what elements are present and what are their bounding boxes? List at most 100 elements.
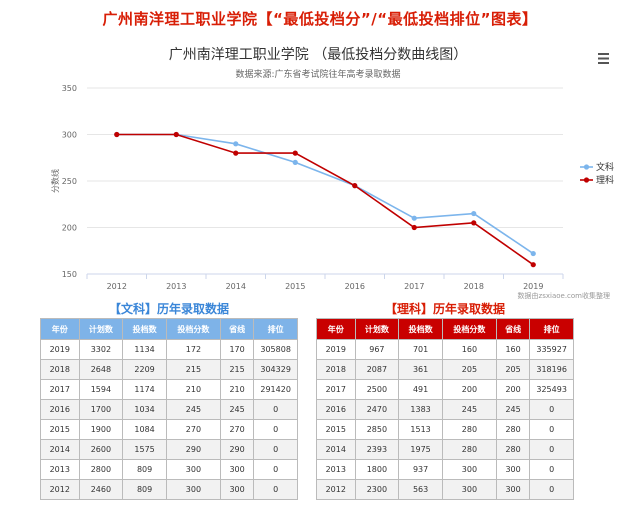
x-tick-label: 2019 bbox=[523, 282, 543, 291]
table-cell: 205 bbox=[441, 359, 497, 380]
column-header: 排位 bbox=[529, 318, 574, 340]
like-table-caption: 【理科】历年录取数据 bbox=[384, 302, 505, 316]
y-axis-title: 分数线 bbox=[50, 169, 60, 193]
table-cell: 1800 bbox=[354, 459, 400, 480]
y-tick-label: 300 bbox=[62, 131, 77, 140]
y-tick-label: 200 bbox=[62, 224, 77, 233]
data-point[interactable] bbox=[411, 224, 417, 231]
table-cell: 300 bbox=[165, 459, 221, 480]
chart-title: 广州南洋理工职业学院 （最低投档分数曲线图） bbox=[169, 47, 467, 63]
table-cell: 170 bbox=[219, 339, 255, 360]
table-cell: 967 bbox=[354, 339, 400, 360]
table-cell: 0 bbox=[253, 439, 298, 460]
hamburger-menu-icon[interactable] bbox=[597, 52, 611, 66]
table-cell: 300 bbox=[441, 479, 497, 500]
data-point[interactable] bbox=[530, 262, 536, 268]
column-header: 计划数 bbox=[78, 318, 124, 340]
table-row: 2018 2648 2209 215 215 304329 bbox=[40, 359, 298, 380]
column-header: 投档分数 bbox=[165, 318, 221, 340]
x-tick-label: 2018 bbox=[464, 282, 484, 291]
table-row: 2019 3302 1134 172 170 305808 bbox=[40, 339, 298, 360]
like-table-section: 【理科】历年录取数据 年份 计划数 投档数 投档分数 省线 排位 2019 967 701 16… bbox=[316, 300, 574, 500]
data-point[interactable] bbox=[411, 215, 417, 221]
page-title: 广州南洋理工职业学院【“最低投档分”/“最低投档排位”图表】 bbox=[102, 10, 538, 28]
x-tick-label: 2015 bbox=[285, 282, 305, 291]
table-cell: 2013 bbox=[316, 459, 356, 480]
data-point[interactable] bbox=[292, 159, 298, 165]
table-cell: 809 bbox=[122, 459, 167, 480]
table-cell: 2393 bbox=[354, 439, 400, 460]
table-cell: 210 bbox=[165, 379, 221, 400]
table-cell: 215 bbox=[165, 359, 221, 380]
wenke-table-caption: 【文科】历年录取数据 bbox=[108, 302, 229, 316]
x-tick-label: 2013 bbox=[166, 282, 186, 291]
table-cell: 2300 bbox=[354, 479, 400, 500]
data-point[interactable] bbox=[233, 150, 239, 156]
data-point[interactable] bbox=[292, 150, 298, 156]
table-cell: 270 bbox=[165, 419, 221, 440]
data-point[interactable] bbox=[352, 183, 358, 189]
table-cell: 2019 bbox=[40, 339, 80, 360]
chart-credit[interactable]: 数据由zsxiaoe.com收集整理 bbox=[518, 291, 610, 300]
table-cell: 809 bbox=[122, 479, 167, 500]
table-cell: 2087 bbox=[354, 359, 400, 380]
table-cell: 160 bbox=[495, 339, 531, 360]
data-point[interactable] bbox=[471, 210, 477, 217]
column-header: 省线 bbox=[219, 318, 255, 340]
table-cell: 2470 bbox=[354, 399, 400, 420]
table-cell: 0 bbox=[253, 459, 298, 480]
table-cell: 491 bbox=[398, 379, 443, 400]
table-cell: 160 bbox=[441, 339, 497, 360]
legend-swatch-marker[interactable] bbox=[583, 164, 590, 170]
column-header: 省线 bbox=[495, 318, 531, 340]
column-header: 投档数 bbox=[122, 318, 167, 340]
table-row: 2014 2600 1575 290 290 0 bbox=[40, 439, 298, 460]
table-cell: 1594 bbox=[78, 379, 124, 400]
table-cell: 361 bbox=[398, 359, 443, 380]
table-cell: 563 bbox=[398, 479, 443, 500]
series-line bbox=[116, 133, 534, 266]
x-tick-label: 2014 bbox=[226, 282, 246, 291]
legend-swatch-marker[interactable] bbox=[583, 177, 590, 183]
data-point[interactable] bbox=[471, 220, 477, 226]
table-cell: 1034 bbox=[122, 399, 167, 420]
y-tick-label: 350 bbox=[62, 84, 77, 93]
table-cell: 300 bbox=[495, 479, 531, 500]
table-cell: 0 bbox=[529, 479, 574, 500]
table-cell: 0 bbox=[253, 419, 298, 440]
table-row: 2017 2500 491 200 200 325493 bbox=[316, 379, 574, 400]
table-cell: 305808 bbox=[253, 339, 298, 360]
data-point[interactable] bbox=[114, 131, 120, 138]
data-point[interactable] bbox=[530, 250, 536, 257]
table-cell: 937 bbox=[398, 459, 443, 480]
table-row: 2016 1700 1034 245 245 0 bbox=[40, 399, 298, 420]
table-cell: 291420 bbox=[253, 379, 298, 400]
table-cell: 1575 bbox=[122, 439, 167, 460]
chart-subtitle: 数据来源:广东省考试院往年高考录取数据 bbox=[235, 68, 400, 80]
data-point[interactable] bbox=[233, 141, 239, 147]
y-tick-label: 250 bbox=[62, 177, 77, 186]
like-table: 年份 计划数 投档数 投档分数 省线 排位 2019 967 701 160 160 335927 2… bbox=[316, 318, 574, 500]
table-cell: 2500 bbox=[354, 379, 400, 400]
table-cell: 280 bbox=[441, 419, 497, 440]
column-header: 排位 bbox=[253, 318, 298, 340]
data-point[interactable] bbox=[173, 131, 179, 138]
legend-item-label[interactable]: 理科 bbox=[596, 174, 614, 186]
series-lines bbox=[114, 131, 536, 268]
table-cell: 270 bbox=[219, 419, 255, 440]
table-cell: 280 bbox=[441, 439, 497, 460]
table-cell: 0 bbox=[529, 459, 574, 480]
table-row: 2014 2393 1975 280 280 0 bbox=[316, 439, 574, 460]
column-header: 投档分数 bbox=[441, 318, 497, 340]
table-cell: 2012 bbox=[316, 479, 356, 500]
table-cell: 0 bbox=[529, 419, 574, 440]
table-cell: 172 bbox=[165, 339, 221, 360]
table-cell: 2016 bbox=[40, 399, 80, 420]
table-cell: 300 bbox=[441, 459, 497, 480]
series-line bbox=[116, 133, 534, 255]
wenke-header-row: 年份 计划数 投档数 投档分数 省线 排位 bbox=[40, 318, 298, 340]
legend-item-label[interactable]: 文科 bbox=[596, 161, 614, 173]
chart-canvas: 广州南洋理工职业学院 （最低投档分数曲线图） 数据来源:广东省考试院往年高考录取… bbox=[50, 47, 614, 300]
table-cell: 300 bbox=[165, 479, 221, 500]
